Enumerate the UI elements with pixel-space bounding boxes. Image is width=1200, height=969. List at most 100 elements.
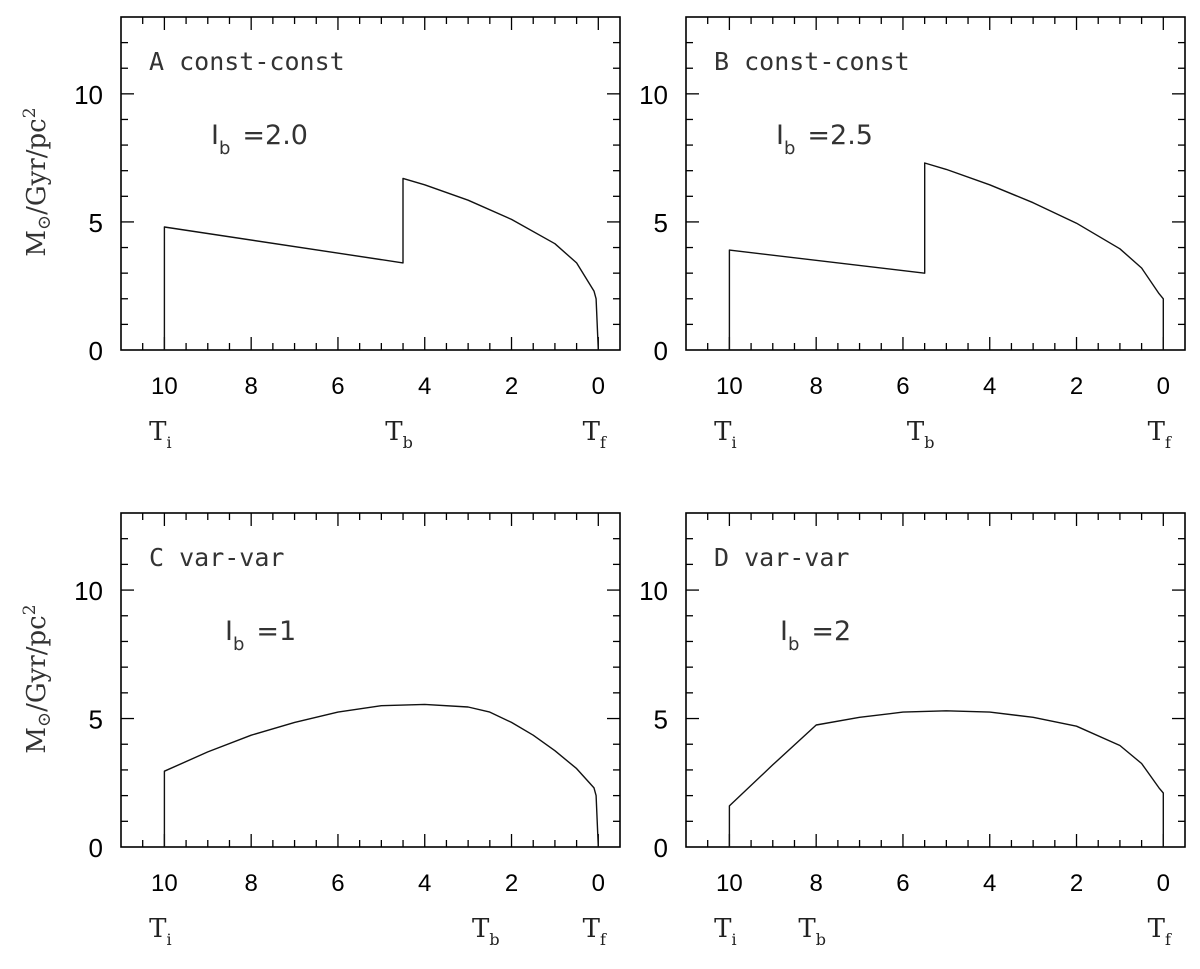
x-tick-label: 6 bbox=[896, 870, 909, 897]
x-tick-label: 0 bbox=[592, 373, 605, 400]
time-marker-label: Ti bbox=[714, 417, 736, 452]
ib-value: =2.5 bbox=[807, 120, 873, 151]
x-tick-label: 10 bbox=[151, 870, 178, 897]
y-axis-title-rest: /Gyr/pc bbox=[22, 118, 52, 215]
time-marker-subscript: f bbox=[1165, 433, 1172, 452]
time-marker-letter: T bbox=[1148, 914, 1166, 944]
y-axis-title-sup: 2 bbox=[20, 604, 40, 615]
time-marker-letter: T bbox=[907, 417, 925, 447]
series-line bbox=[728, 162, 1165, 350]
time-marker-letter: T bbox=[385, 417, 403, 447]
time-marker-label: Tf bbox=[583, 914, 607, 949]
y-tick-label: 5 bbox=[89, 208, 103, 238]
ib-letter: I bbox=[225, 616, 233, 647]
ib-letter: I bbox=[211, 120, 219, 151]
time-marker-letter: T bbox=[149, 914, 167, 944]
x-tick-label: 0 bbox=[1157, 870, 1170, 897]
x-tick-label: 2 bbox=[505, 870, 518, 897]
x-tick-label: 8 bbox=[809, 373, 822, 400]
time-marker-letter: T bbox=[1148, 417, 1166, 447]
ib-value: =2.0 bbox=[242, 120, 308, 151]
x-tick-label: 4 bbox=[983, 870, 996, 897]
y-tick-label: 10 bbox=[74, 80, 103, 110]
y-tick-label: 0 bbox=[654, 336, 668, 366]
x-tick-label: 6 bbox=[331, 373, 344, 400]
plot-frame bbox=[120, 16, 621, 351]
time-marker-label: Tf bbox=[583, 417, 607, 452]
x-tick-label: 8 bbox=[244, 373, 257, 400]
y-tick-label: 0 bbox=[89, 336, 103, 366]
ib-letter: I bbox=[776, 120, 784, 151]
ib-subscript: b bbox=[784, 138, 795, 159]
time-marker-subscript: b bbox=[403, 433, 413, 452]
time-marker-label: Ti bbox=[714, 914, 736, 949]
y-axis-title-sub: ⊙ bbox=[34, 712, 55, 727]
ib-annotation: Ib =1 bbox=[225, 616, 296, 655]
time-marker-label: Tb bbox=[472, 914, 500, 949]
ib-subscript: b bbox=[788, 634, 799, 655]
ib-value: =2 bbox=[811, 616, 851, 647]
ib-annotation: Ib =2 bbox=[780, 616, 851, 655]
time-marker-label: Tb bbox=[385, 417, 413, 452]
y-axis-title-top: M⊙/Gyr/pc2 bbox=[20, 107, 55, 256]
y-axis-title-rest: /Gyr/pc bbox=[22, 615, 52, 712]
x-tick-label: 4 bbox=[418, 373, 431, 400]
time-marker-subscript: b bbox=[924, 433, 934, 452]
time-marker-subscript: i bbox=[732, 433, 737, 452]
x-tick-label: 2 bbox=[1070, 373, 1083, 400]
x-tick-label: 6 bbox=[331, 870, 344, 897]
x-tick-label: 2 bbox=[1070, 870, 1083, 897]
time-marker-letter: T bbox=[798, 914, 816, 944]
ib-letter: I bbox=[780, 616, 788, 647]
time-marker-subscript: b bbox=[816, 930, 826, 949]
y-axis-title-sup: 2 bbox=[20, 107, 40, 118]
x-tick-label: 10 bbox=[716, 870, 743, 897]
time-marker-label: Tf bbox=[1148, 914, 1172, 949]
time-marker-label: Ti bbox=[149, 417, 171, 452]
y-tick-label: 10 bbox=[639, 80, 668, 110]
panel-label: A const-const bbox=[149, 47, 345, 76]
panel-label: D var-var bbox=[714, 543, 849, 572]
x-tick-label: 8 bbox=[809, 870, 822, 897]
time-marker-letter: T bbox=[714, 914, 732, 944]
plot-frame bbox=[685, 16, 1186, 351]
x-tick-label: 4 bbox=[983, 373, 996, 400]
time-marker-letter: T bbox=[583, 417, 601, 447]
x-tick-label: 0 bbox=[1157, 373, 1170, 400]
ib-annotation: Ib =2.0 bbox=[211, 120, 308, 159]
time-marker-label: Tb bbox=[907, 417, 935, 452]
series-line bbox=[163, 703, 599, 848]
x-tick-label: 8 bbox=[244, 870, 257, 897]
ib-subscript: b bbox=[219, 138, 230, 159]
plot-frame bbox=[685, 512, 1186, 848]
time-marker-label: Tf bbox=[1148, 417, 1172, 452]
plot-frame bbox=[120, 512, 621, 848]
y-axis-title-sub: ⊙ bbox=[34, 215, 55, 230]
ib-value: =1 bbox=[256, 616, 296, 647]
time-marker-letter: T bbox=[583, 914, 601, 944]
series-line bbox=[728, 710, 1165, 847]
y-axis-title-main: M bbox=[22, 230, 52, 257]
time-marker-label: Tb bbox=[798, 914, 826, 949]
x-tick-label: 10 bbox=[716, 373, 743, 400]
time-marker-letter: T bbox=[472, 914, 490, 944]
y-tick-label: 0 bbox=[89, 833, 103, 863]
time-marker-subscript: f bbox=[600, 930, 607, 949]
time-marker-label: Ti bbox=[149, 914, 171, 949]
ib-annotation: Ib =2.5 bbox=[776, 120, 873, 159]
time-marker-letter: T bbox=[714, 417, 732, 447]
y-axis-title: M⊙/Gyr/pc2 bbox=[20, 604, 55, 753]
x-tick-label: 2 bbox=[505, 373, 518, 400]
x-tick-label: 10 bbox=[151, 373, 178, 400]
time-marker-subscript: i bbox=[167, 930, 172, 949]
x-tick-label: 4 bbox=[418, 870, 431, 897]
series-line bbox=[163, 177, 599, 351]
time-marker-subscript: f bbox=[600, 433, 607, 452]
ib-subscript: b bbox=[233, 634, 244, 655]
y-tick-label: 5 bbox=[654, 208, 668, 238]
